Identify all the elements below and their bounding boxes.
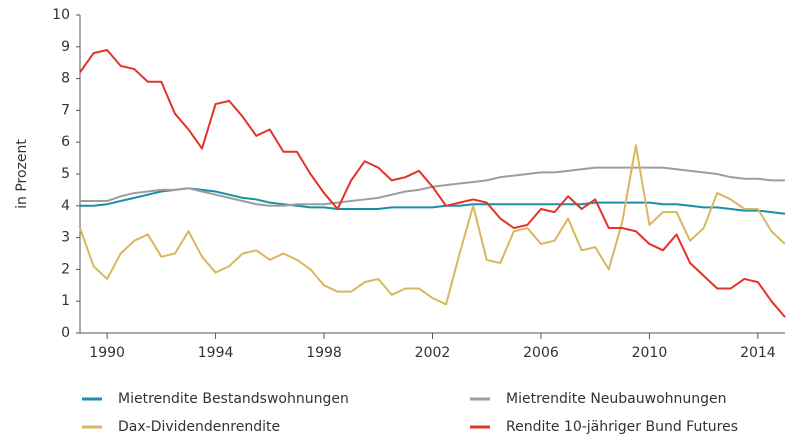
x-tick-label: 1990 [89,345,125,361]
y-tick-label: 3 [61,230,70,246]
x-tick-label: 2014 [740,345,776,361]
y-tick-label: 0 [61,325,70,341]
y-tick-label: 4 [61,198,70,214]
legend-label: Mietrendite Neubauwohnungen [506,391,727,407]
legend-label: Mietrendite Bestandswohnungen [118,391,349,407]
series-line [79,48,786,318]
y-tick-label: 9 [61,39,70,55]
x-tick-label: 2002 [415,345,451,361]
y-tick-label: 5 [61,166,70,182]
x-tick-label: 1998 [306,345,342,361]
series-line [80,187,786,215]
x-tick-label: 1994 [198,345,234,361]
x-tick-label: 2010 [632,345,668,361]
y-tick-label: 10 [52,7,70,23]
y-tick-label: 7 [61,102,70,118]
y-tick-label: 1 [61,293,70,309]
legend-label: Rendite 10-jähriger Bund Futures [506,419,738,435]
series-line [79,144,786,306]
y-axis-label: in Prozent [14,139,30,209]
x-tick-label: 2006 [523,345,559,361]
y-tick-label: 8 [61,71,70,87]
legend-label: Dax-Dividendenrendite [118,419,280,435]
y-tick-label: 6 [61,134,70,150]
y-tick-label: 2 [61,261,70,277]
